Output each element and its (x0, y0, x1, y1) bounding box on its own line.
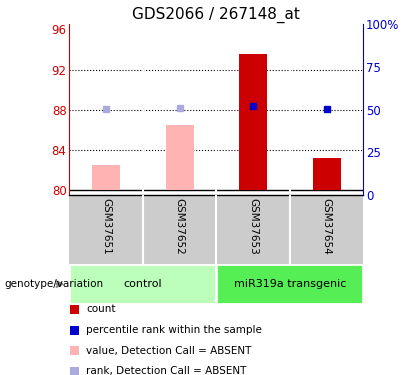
Text: value, Detection Call = ABSENT: value, Detection Call = ABSENT (86, 346, 252, 355)
Title: GDS2066 / 267148_at: GDS2066 / 267148_at (132, 7, 300, 23)
Text: GSM37651: GSM37651 (101, 198, 111, 255)
Text: GSM37652: GSM37652 (175, 198, 184, 255)
Text: GSM37653: GSM37653 (248, 198, 258, 255)
Bar (239, 54, 267, 190)
Bar (165, 125, 194, 190)
Bar (69, 264, 216, 304)
Text: control: control (123, 279, 162, 289)
Text: genotype/variation: genotype/variation (4, 279, 103, 289)
Bar (216, 264, 363, 304)
Text: rank, Detection Call = ABSENT: rank, Detection Call = ABSENT (86, 366, 247, 375)
Bar (312, 158, 341, 190)
Bar (71, 367, 79, 375)
Bar (71, 305, 79, 314)
Text: miR319a transgenic: miR319a transgenic (234, 279, 346, 289)
Text: GSM37654: GSM37654 (322, 198, 331, 255)
Bar (71, 326, 79, 335)
Bar (92, 165, 120, 190)
Text: count: count (86, 304, 116, 314)
Text: percentile rank within the sample: percentile rank within the sample (86, 325, 262, 335)
Bar (71, 346, 79, 355)
